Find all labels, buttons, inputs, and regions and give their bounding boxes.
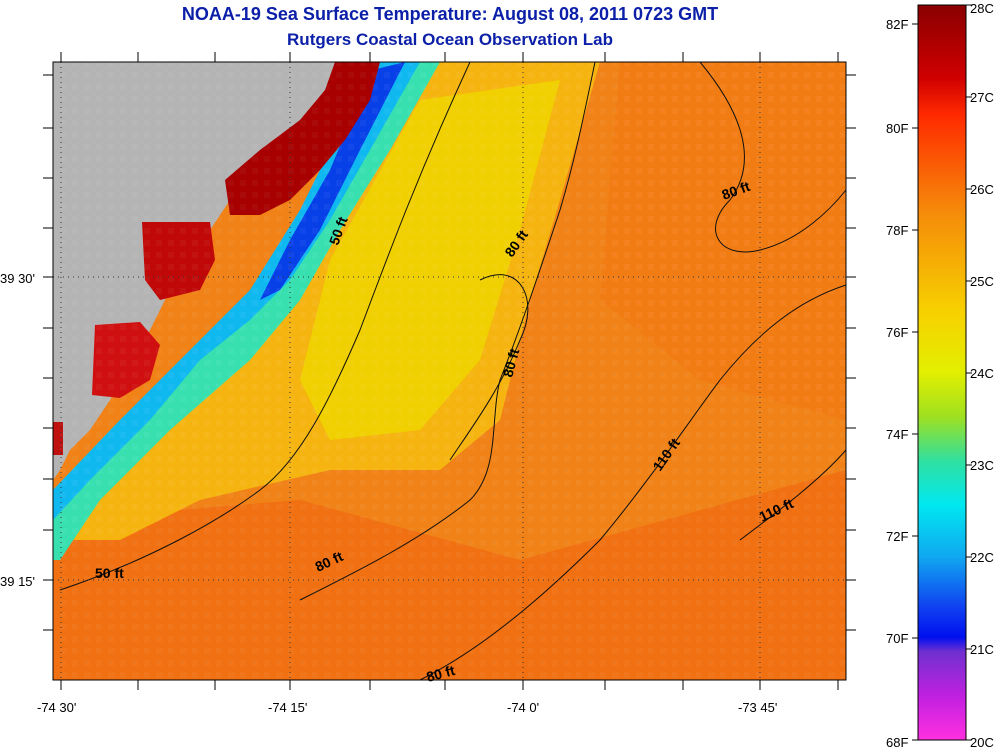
contour-80ft <box>299 62 596 601</box>
colorbar-c-label: 27C <box>970 90 994 105</box>
colorbar-c-label: 26C <box>970 182 994 197</box>
colorbar-f-label: 76F <box>886 325 908 340</box>
sst-field <box>53 62 846 680</box>
colorbar-c-label: 23C <box>970 458 994 473</box>
colorbar-f-label: 70F <box>886 631 908 646</box>
contour-label: 50 ft <box>95 565 124 581</box>
map-title: NOAA-19 Sea Surface Temperature: August … <box>181 4 719 24</box>
colorbar-f-label: 68F <box>886 735 908 750</box>
colorbar-labels: 82F 80F 78F 76F 74F 72F 70F 68F 28C 27C … <box>886 1 994 750</box>
contour-110ft <box>419 284 846 680</box>
map-frame <box>52 61 847 681</box>
colorbar-c-label: 21C <box>970 642 994 657</box>
colorbar-c-label: 24C <box>970 366 994 381</box>
colorbar <box>917 4 967 741</box>
colorbar-f-label: 82F <box>886 17 908 32</box>
axis-labels: -74 30' -74 15' -74 0' -73 45' 39 30' 39… <box>0 271 777 715</box>
contour-80ft-east <box>699 62 846 253</box>
contour-label: 80 ft <box>499 347 522 379</box>
depth-contours <box>59 62 846 680</box>
pixel-texture <box>53 62 846 680</box>
graticule <box>53 62 846 680</box>
colorbar-f-label: 74F <box>886 427 908 442</box>
colorbar-f-label: 78F <box>886 223 908 238</box>
colorbar-f-label: 80F <box>886 121 908 136</box>
colorbar-ticks <box>912 4 972 741</box>
contour-110ft-east <box>739 449 846 541</box>
lat-tick-label: 39 30' <box>0 271 35 286</box>
lat-tick-label: 39 15' <box>0 574 35 589</box>
colorbar-f-label: 72F <box>886 529 908 544</box>
lon-tick-label: -74 15' <box>268 700 307 715</box>
lon-tick-label: -74 0' <box>507 700 539 715</box>
lon-tick-label: -73 45' <box>738 700 777 715</box>
colorbar-c-label: 25C <box>970 274 994 289</box>
frame-ticks <box>43 52 856 690</box>
lon-tick-label: -74 30' <box>37 700 76 715</box>
map-subtitle: Rutgers Coastal Ocean Observation Lab <box>287 30 613 49</box>
contour-label: 80 ft <box>425 662 457 685</box>
contour-80ft-mid <box>449 274 529 461</box>
colorbar-c-label: 20C <box>970 735 994 750</box>
colorbar-c-label: 22C <box>970 550 994 565</box>
contour-50ft <box>59 62 471 591</box>
colorbar-c-label: 28C <box>970 1 994 16</box>
